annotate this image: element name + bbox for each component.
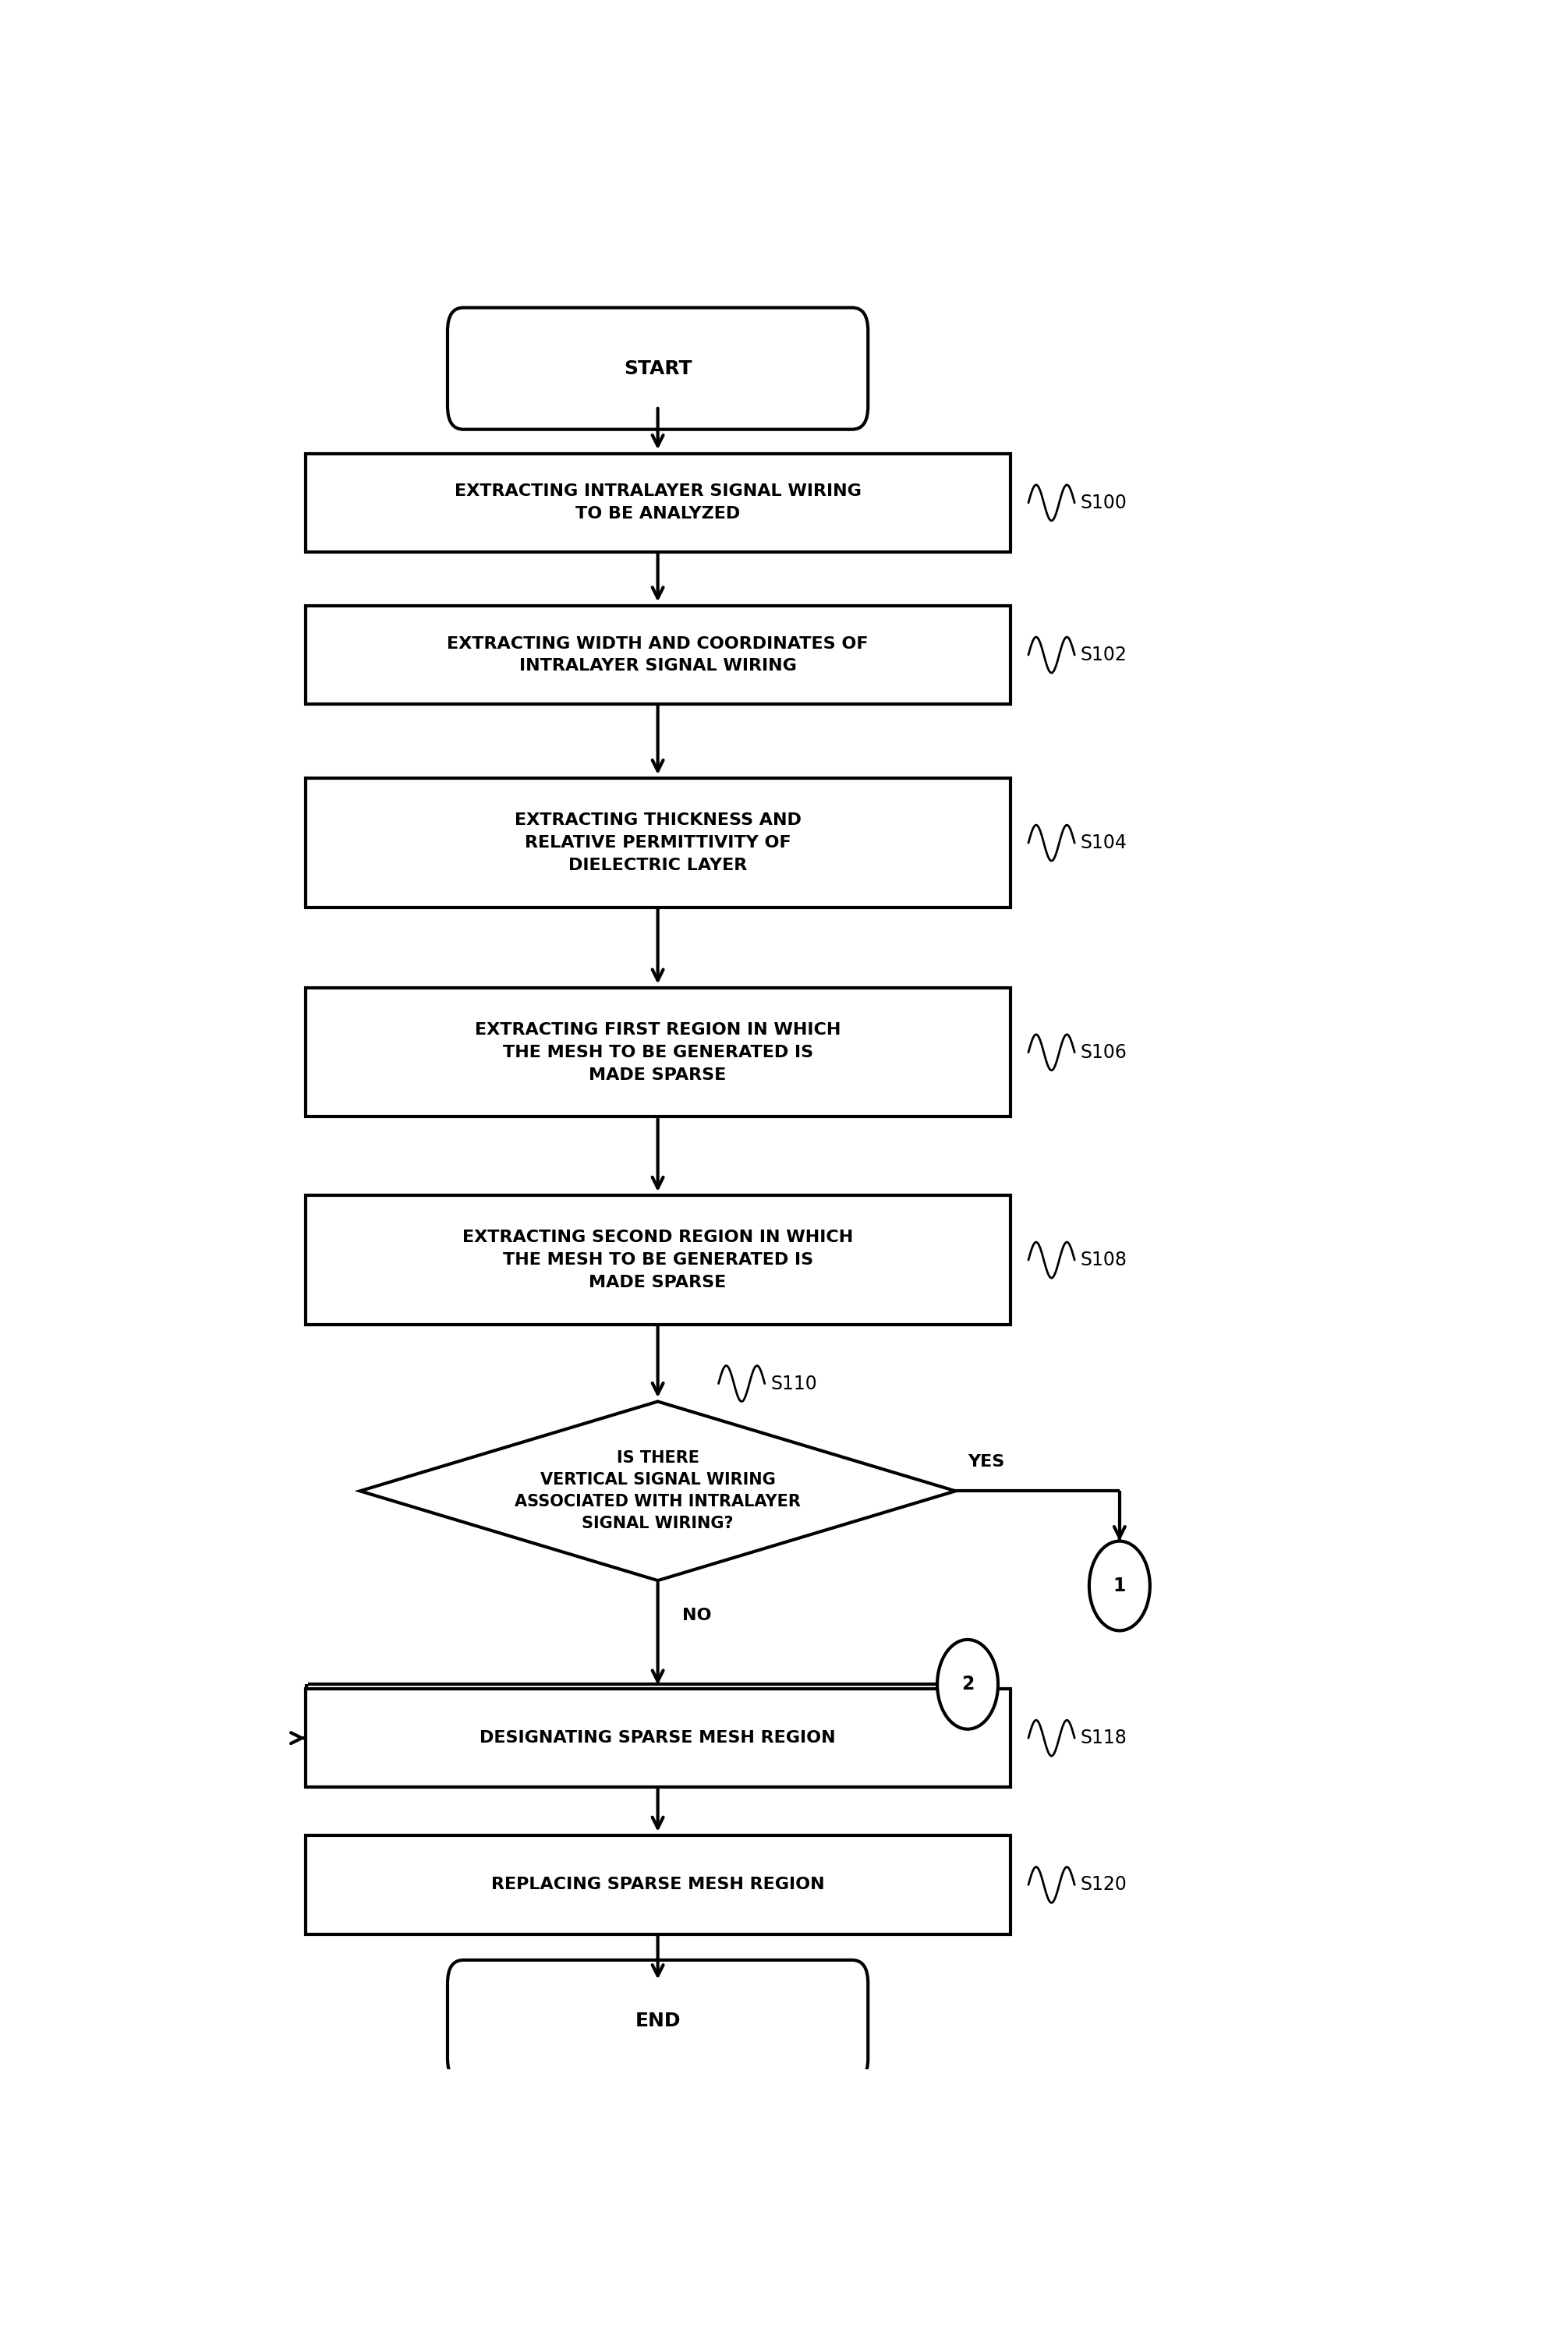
Text: START: START [624,358,691,379]
Text: S110: S110 [771,1374,817,1393]
Text: EXTRACTING WIDTH AND COORDINATES OF
INTRALAYER SIGNAL WIRING: EXTRACTING WIDTH AND COORDINATES OF INTR… [447,637,869,674]
Bar [306,607,1010,704]
Bar [306,988,1010,1116]
FancyBboxPatch shape [447,1960,869,2081]
Text: 2: 2 [961,1674,974,1693]
Circle shape [1090,1541,1149,1630]
Text: EXTRACTING FIRST REGION IN WHICH
THE MESH TO BE GENERATED IS
MADE SPARSE: EXTRACTING FIRST REGION IN WHICH THE MES… [475,1023,840,1083]
Text: 1: 1 [1113,1576,1126,1595]
Text: NO: NO [682,1607,712,1623]
Text: DESIGNATING SPARSE MESH REGION: DESIGNATING SPARSE MESH REGION [480,1730,836,1746]
Text: S104: S104 [1080,835,1127,853]
Text: S108: S108 [1080,1251,1127,1269]
Text: EXTRACTING SECOND REGION IN WHICH
THE MESH TO BE GENERATED IS
MADE SPARSE: EXTRACTING SECOND REGION IN WHICH THE ME… [463,1230,853,1290]
FancyBboxPatch shape [447,307,869,430]
Bar [306,779,1010,907]
Text: S102: S102 [1080,646,1127,665]
Polygon shape [361,1402,955,1581]
Circle shape [938,1639,997,1730]
Text: S118: S118 [1080,1730,1127,1748]
Bar [306,1195,1010,1325]
Bar [306,1688,1010,1788]
Text: IS THERE
VERTICAL SIGNAL WIRING
ASSOCIATED WITH INTRALAYER
SIGNAL WIRING?: IS THERE VERTICAL SIGNAL WIRING ASSOCIAT… [514,1451,801,1532]
Text: S100: S100 [1080,493,1127,511]
Bar [306,453,1010,551]
Text: EXTRACTING THICKNESS AND
RELATIVE PERMITTIVITY OF
DIELECTRIC LAYER: EXTRACTING THICKNESS AND RELATIVE PERMIT… [514,814,801,874]
Text: END: END [635,2011,681,2030]
Text: REPLACING SPARSE MESH REGION: REPLACING SPARSE MESH REGION [491,1876,825,1893]
Text: S106: S106 [1080,1044,1127,1063]
Text: S120: S120 [1080,1876,1127,1895]
Text: YES: YES [967,1453,1005,1469]
Text: EXTRACTING INTRALAYER SIGNAL WIRING
TO BE ANALYZED: EXTRACTING INTRALAYER SIGNAL WIRING TO B… [455,484,861,521]
Bar [306,1837,1010,1934]
